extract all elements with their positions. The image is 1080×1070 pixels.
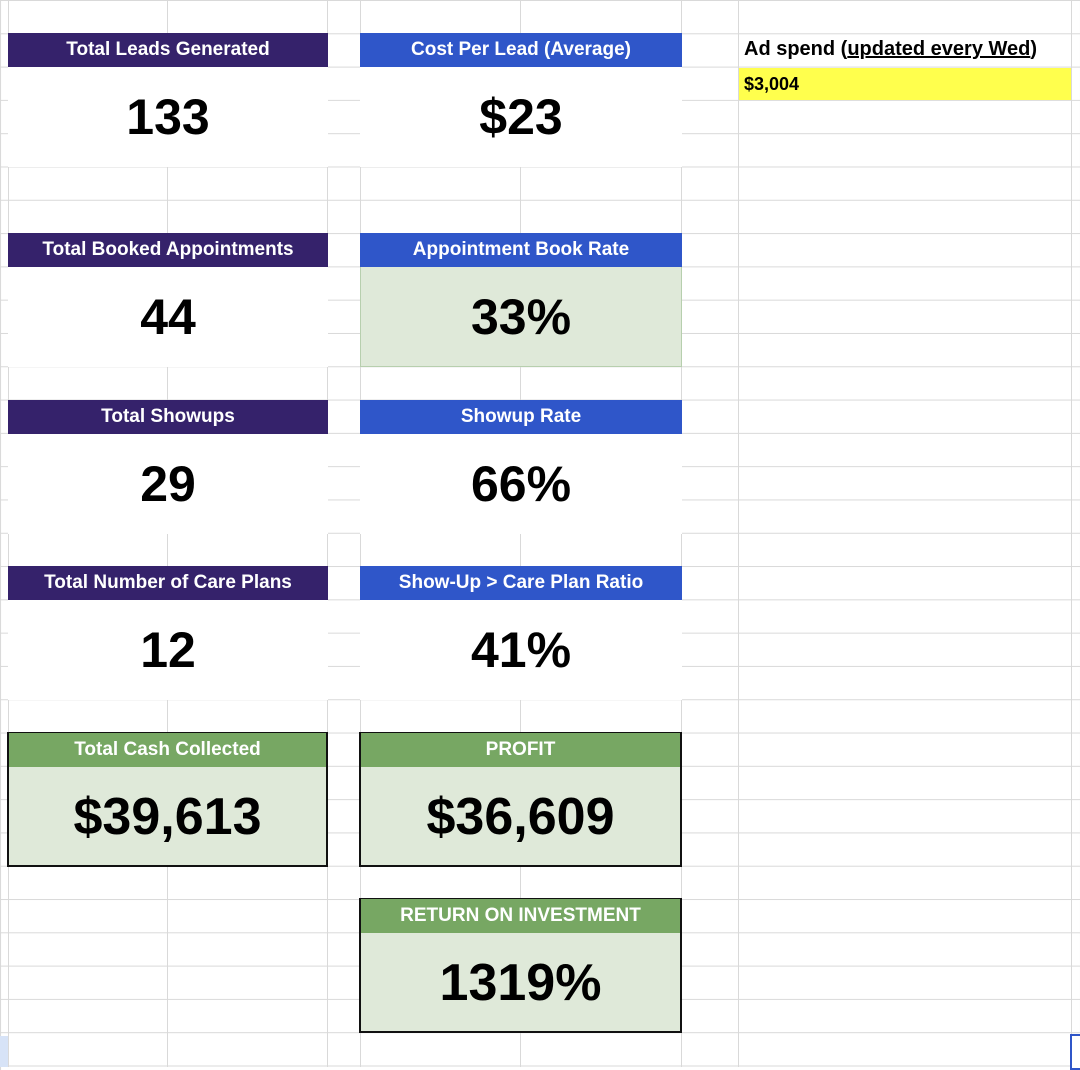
metric-label: RETURN ON INVESTMENT: [361, 899, 680, 933]
grid-column-line: [738, 0, 739, 1067]
metric-card-roi[interactable]: RETURN ON INVESTMENT 1319%: [359, 898, 682, 1033]
metric-value: 133: [126, 89, 210, 145]
metric-value: $36,609: [426, 787, 615, 846]
ad-spend-label[interactable]: Ad spend (updated every Wed): [744, 38, 1037, 61]
metric-label: Cost Per Lead (Average): [360, 33, 682, 67]
metric-value: 1319%: [439, 953, 602, 1012]
metric-card-profit[interactable]: PROFIT $36,609: [359, 732, 682, 867]
metric-label: Showup Rate: [360, 400, 682, 434]
ad-spend-label-suffix: ): [1030, 38, 1038, 60]
metric-value: 12: [140, 622, 196, 678]
metric-value: 41%: [470, 622, 572, 678]
metric-card-total-cash[interactable]: Total Cash Collected $39,613: [7, 732, 328, 867]
ad-spend-value: $3,004: [744, 73, 800, 94]
metric-value: 33%: [470, 289, 572, 345]
grid-column-line: [1071, 0, 1072, 1067]
metric-card-cost-per-lead[interactable]: Cost Per Lead (Average) $23: [360, 33, 682, 167]
metric-label: Total Cash Collected: [9, 733, 326, 767]
ad-spend-value-cell[interactable]: $3,004: [739, 68, 1071, 100]
metric-label: Total Number of Care Plans: [8, 566, 328, 600]
metric-card-care-plan-ratio[interactable]: Show-Up > Care Plan Ratio 41%: [360, 566, 682, 700]
row-header-strip: [0, 1036, 8, 1067]
metric-label: Show-Up > Care Plan Ratio: [360, 566, 682, 600]
ad-spend-label-prefix: Ad spend (: [744, 38, 848, 60]
metric-card-care-plans[interactable]: Total Number of Care Plans 12: [8, 566, 328, 700]
metric-value: $39,613: [73, 787, 262, 846]
metric-card-showup-rate[interactable]: Showup Rate 66%: [360, 400, 682, 534]
metric-value: 29: [140, 456, 196, 512]
metric-card-booked-appointments[interactable]: Total Booked Appointments 44: [8, 233, 328, 367]
metric-value: $23: [479, 89, 563, 145]
metric-card-total-showups[interactable]: Total Showups 29: [8, 400, 328, 534]
metric-label: Total Showups: [8, 400, 328, 434]
metric-value: 44: [140, 289, 196, 345]
metric-label: PROFIT: [361, 733, 680, 767]
metric-label: Total Booked Appointments: [8, 233, 328, 267]
selection-handle[interactable]: [1070, 1034, 1080, 1070]
ad-spend-label-link: updated every Wed: [847, 38, 1031, 60]
metric-card-appointment-book-rate[interactable]: Appointment Book Rate 33%: [360, 233, 682, 367]
metric-value: 66%: [470, 456, 572, 512]
metric-label: Appointment Book Rate: [360, 233, 682, 267]
metric-card-total-leads[interactable]: Total Leads Generated 133: [8, 33, 328, 167]
metric-label: Total Leads Generated: [8, 33, 328, 67]
